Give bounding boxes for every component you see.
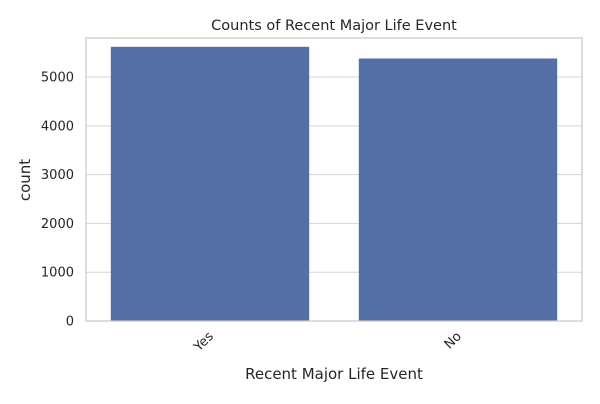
y-tick-label: 0 (66, 315, 74, 330)
x-tick-label: Yes (191, 329, 217, 355)
y-tick-label: 5000 (41, 71, 74, 86)
y-tick-label: 2000 (41, 217, 74, 232)
y-tick-label: 4000 (41, 119, 74, 134)
bars (110, 46, 558, 322)
y-tick-labels: 0 1000 2000 3000 4000 5000 (41, 71, 74, 330)
plot-frame (85, 37, 583, 322)
x-tick-labels: Yes No (191, 329, 465, 355)
x-axis-label: Recent Major Life Event (245, 365, 423, 383)
chart-title: Counts of Recent Major Life Event (211, 18, 457, 34)
y-tick-label: 3000 (41, 168, 74, 183)
y-axis-label: count (16, 159, 34, 201)
bar-yes (110, 46, 310, 322)
y-tick-label: 1000 (41, 266, 74, 281)
x-tick-label: No (442, 329, 465, 352)
bar-no (358, 58, 558, 321)
